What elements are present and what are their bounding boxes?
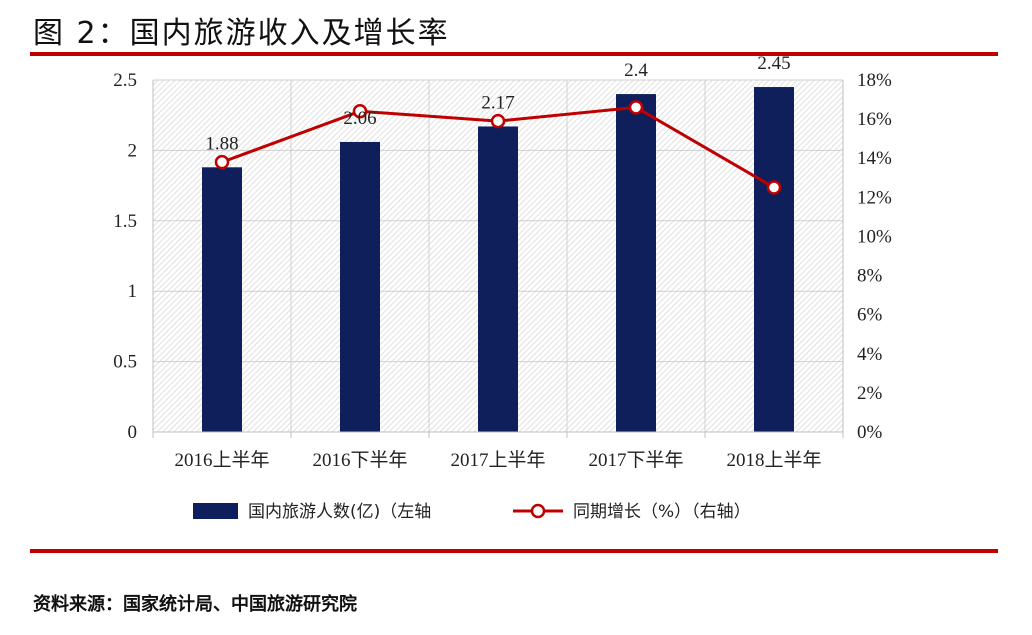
left-tick-label: 0.5 xyxy=(113,352,137,373)
legend-line-label: 同期增长（%）（右轴） xyxy=(573,502,751,522)
axes xyxy=(152,80,844,438)
bar xyxy=(754,87,794,432)
bar xyxy=(202,167,242,432)
data-labels: 1.88 2.06 2.17 2.4 2.45 xyxy=(205,53,790,154)
legend: 国内旅游人数(亿)（左轴 同期增长（%）（右轴） xyxy=(193,502,751,522)
left-tick-label: 2 xyxy=(128,140,138,161)
bar-data-label: 2.06 xyxy=(343,108,376,129)
category-label: 2017下半年 xyxy=(588,449,683,471)
category-label: 2016下半年 xyxy=(312,449,407,471)
chart-title: 图 2：国内旅游收入及增长率 xyxy=(33,16,450,51)
bar-series xyxy=(202,87,794,433)
right-tick-label: 10% xyxy=(857,226,892,247)
line-marker xyxy=(490,113,506,129)
left-axis-ticks: 0 0.5 1 1.5 2 2.5 xyxy=(113,70,137,443)
bar xyxy=(340,141,380,432)
left-tick-label: 1.5 xyxy=(113,211,137,232)
category-label: 2017上半年 xyxy=(450,449,545,471)
right-tick-label: 18% xyxy=(857,70,892,91)
right-axis-ticks: 0% 2% 4% 6% 8% 10% 12% 14% 16% 18% xyxy=(857,70,892,443)
category-labels: 2016上半年 2016下半年 2017上半年 2017下半年 2018上半年 xyxy=(174,449,821,471)
bottom-divider xyxy=(30,549,998,553)
right-tick-label: 2% xyxy=(857,383,883,404)
bar-data-label: 2.17 xyxy=(481,92,514,113)
bar-data-label: 2.4 xyxy=(624,60,648,81)
right-tick-label: 8% xyxy=(857,266,883,287)
left-tick-label: 2.5 xyxy=(113,70,137,91)
bar-data-label: 1.88 xyxy=(205,133,238,154)
source-note: 资料来源：国家统计局、中国旅游研究院 xyxy=(33,594,357,615)
right-tick-label: 12% xyxy=(857,187,892,208)
line-marker xyxy=(352,104,368,119)
line-marker xyxy=(628,100,644,115)
legend-bar-swatch xyxy=(193,503,238,519)
line-series xyxy=(214,100,782,195)
category-label: 2016上半年 xyxy=(174,449,269,471)
right-tick-label: 14% xyxy=(857,148,892,169)
line-marker xyxy=(766,180,782,195)
bar xyxy=(478,126,518,433)
right-tick-label: 16% xyxy=(857,109,892,130)
right-tick-label: 4% xyxy=(857,344,883,365)
bar xyxy=(616,94,656,432)
category-label: 2018上半年 xyxy=(726,449,821,471)
bar-data-label: 2.45 xyxy=(757,53,790,74)
left-tick-label: 0 xyxy=(128,422,138,443)
right-tick-label: 0% xyxy=(857,422,883,443)
right-tick-label: 6% xyxy=(857,305,883,326)
legend-line-marker xyxy=(530,503,546,519)
legend-bar-label: 国内旅游人数(亿)（左轴 xyxy=(248,502,431,522)
left-tick-label: 1 xyxy=(128,281,138,302)
line-marker xyxy=(214,154,230,170)
top-divider xyxy=(30,52,998,56)
